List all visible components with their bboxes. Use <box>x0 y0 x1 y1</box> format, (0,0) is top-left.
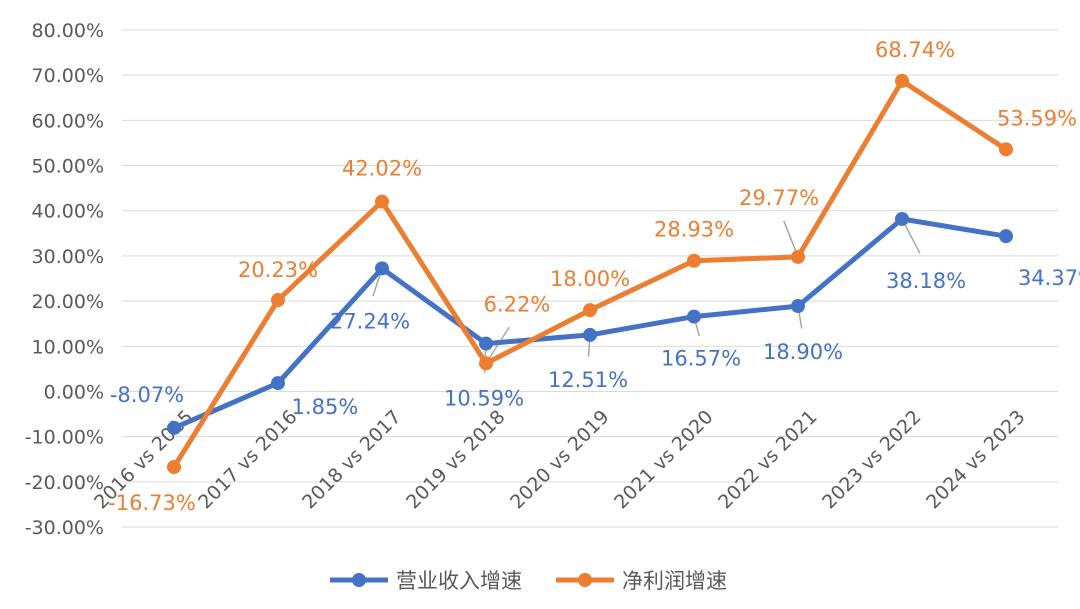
data-label: 53.59% <box>997 106 1077 130</box>
data-label: 29.77% <box>739 186 819 210</box>
data-label: 68.74% <box>875 38 955 62</box>
y-tick-label: 10.00% <box>32 336 104 358</box>
x-tick-label: 2021 vs 2020 <box>610 406 717 513</box>
data-point <box>271 376 285 391</box>
data-point <box>895 73 909 88</box>
data-label: 38.18% <box>886 269 966 293</box>
data-label: 12.51% <box>548 368 628 392</box>
x-tick-label: 2018 vs 2017 <box>298 406 405 513</box>
y-tick-label: 20.00% <box>32 291 104 313</box>
legend-marker <box>352 573 366 587</box>
data-point <box>687 253 701 268</box>
data-point <box>999 229 1013 244</box>
x-tick-label: 2023 vs 2022 <box>818 406 925 513</box>
data-label: 18.90% <box>763 340 843 364</box>
data-point <box>895 211 909 226</box>
data-point <box>167 460 181 475</box>
data-point <box>791 299 805 314</box>
x-tick-label: 2020 vs 2019 <box>506 406 613 513</box>
y-tick-label: 70.00% <box>32 65 104 87</box>
data-point <box>687 309 701 324</box>
y-tick-label: -20.00% <box>25 472 104 494</box>
legend-label: 净利润增速 <box>622 569 727 593</box>
data-point <box>167 420 181 435</box>
label-leader-line <box>485 326 510 364</box>
data-label: 42.02% <box>342 157 422 181</box>
data-label: -16.73% <box>108 491 196 515</box>
data-point <box>375 261 389 276</box>
y-tick-label: -10.00% <box>25 427 104 449</box>
legend-marker <box>578 573 592 587</box>
x-tick-label: 2024 vs 2023 <box>922 406 1029 513</box>
legend-label: 营业收入增速 <box>396 569 522 593</box>
data-point <box>999 142 1013 157</box>
y-tick-label: 60.00% <box>32 110 104 132</box>
x-tick-label: 2022 vs 2021 <box>714 406 821 513</box>
data-point <box>479 336 493 351</box>
data-label: 1.85% <box>292 395 359 419</box>
data-point <box>791 249 805 264</box>
data-point <box>375 194 389 209</box>
data-point <box>271 293 285 308</box>
data-point <box>479 356 493 371</box>
y-tick-label: -30.00% <box>25 517 104 539</box>
y-tick-label: 80.00% <box>32 20 104 42</box>
data-label: -8.07% <box>110 383 184 407</box>
data-point <box>583 327 597 342</box>
y-tick-label: 40.00% <box>32 201 104 223</box>
y-tick-label: 30.00% <box>32 246 104 268</box>
data-label: 28.93% <box>654 218 734 242</box>
data-point <box>583 303 597 318</box>
data-label: 16.57% <box>661 347 741 371</box>
data-label: 27.24% <box>330 309 410 333</box>
y-tick-label: 0.00% <box>44 381 104 403</box>
data-label: 20.23% <box>238 258 318 282</box>
data-label: 10.59% <box>444 387 524 411</box>
x-tick-label: 2019 vs 2018 <box>402 406 509 513</box>
y-tick-label: 50.00% <box>32 156 104 178</box>
data-label: 18.00% <box>550 267 630 291</box>
data-label: 34.37% <box>1018 266 1080 290</box>
x-tick-label: 2017 vs 2016 <box>194 406 301 513</box>
data-label: 6.22% <box>484 292 551 316</box>
